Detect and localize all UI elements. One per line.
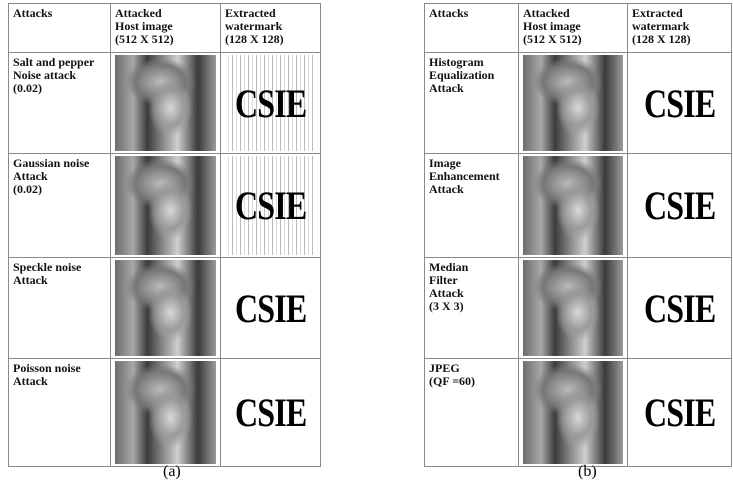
host-cell bbox=[519, 359, 628, 467]
host-image bbox=[115, 361, 216, 464]
host-image bbox=[523, 260, 623, 356]
attack-name: Speckle noise Attack bbox=[9, 258, 111, 359]
host-cell bbox=[111, 359, 221, 467]
watermark-cell: CSIE bbox=[628, 53, 732, 154]
watermark-text: CSIE bbox=[235, 406, 307, 419]
attack-row: Image Enhancement Attack CSIE bbox=[425, 154, 732, 258]
panel-caption: (a) bbox=[163, 463, 181, 481]
watermark-image: CSIE bbox=[225, 55, 316, 151]
host-image bbox=[115, 260, 216, 356]
watermark-cell: CSIE bbox=[628, 258, 732, 359]
watermark-cell: CSIE bbox=[221, 53, 321, 154]
panel-caption: (b) bbox=[578, 463, 597, 481]
host-image bbox=[115, 156, 216, 255]
page: AttacksAttacked Host image (512 X 512)Ex… bbox=[0, 0, 733, 487]
attack-row: Speckle noise Attack CSIE bbox=[9, 258, 321, 359]
attack-name: Poisson noise Attack bbox=[9, 359, 111, 467]
attack-row: Histogram Equalization Attack CSIE bbox=[425, 53, 732, 154]
host-cell bbox=[519, 258, 628, 359]
watermark-text: CSIE bbox=[644, 199, 716, 212]
watermark-image: CSIE bbox=[225, 156, 316, 255]
header-cell: Extracted watermark (128 X 128) bbox=[628, 4, 732, 53]
host-cell bbox=[111, 258, 221, 359]
host-image bbox=[523, 156, 623, 255]
watermark-text: CSIE bbox=[644, 406, 716, 419]
header-cell: Attacked Host image (512 X 512) bbox=[519, 4, 628, 53]
attack-name: JPEG (QF =60) bbox=[425, 359, 519, 467]
watermark-cell: CSIE bbox=[628, 154, 732, 258]
watermark-text: CSIE bbox=[644, 97, 716, 110]
watermark-cell: CSIE bbox=[628, 359, 732, 467]
watermark-cell: CSIE bbox=[221, 258, 321, 359]
header-cell: Attacked Host image (512 X 512) bbox=[111, 4, 221, 53]
host-cell bbox=[519, 53, 628, 154]
attack-name: Gaussian noise Attack (0.02) bbox=[9, 154, 111, 258]
attack-row: Gaussian noise Attack (0.02) CSIE bbox=[9, 154, 321, 258]
header-cell: Attacks bbox=[425, 4, 519, 53]
attack-row: Poisson noise Attack CSIE bbox=[9, 359, 321, 467]
host-cell bbox=[111, 53, 221, 154]
attack-row: Salt and pepper Noise attack (0.02) CSIE bbox=[9, 53, 321, 154]
header-cell: Attacks bbox=[9, 4, 111, 53]
watermark-text: CSIE bbox=[235, 302, 307, 315]
watermark-cell: CSIE bbox=[221, 359, 321, 467]
attack-row: Median Filter Attack (3 X 3) CSIE bbox=[425, 258, 732, 359]
watermark-image: CSIE bbox=[225, 260, 316, 356]
host-image bbox=[115, 55, 216, 151]
watermark-image: CSIE bbox=[632, 260, 727, 356]
attack-name: Salt and pepper Noise attack (0.02) bbox=[9, 53, 111, 154]
host-cell bbox=[519, 154, 628, 258]
attack-name: Histogram Equalization Attack bbox=[425, 53, 519, 154]
attack-name: Median Filter Attack (3 X 3) bbox=[425, 258, 519, 359]
watermark-image: CSIE bbox=[632, 156, 727, 255]
watermark-image: CSIE bbox=[225, 361, 316, 464]
host-image bbox=[523, 361, 623, 464]
header-cell: Extracted watermark (128 X 128) bbox=[221, 4, 321, 53]
watermark-image: CSIE bbox=[632, 361, 727, 464]
watermark-image: CSIE bbox=[632, 55, 727, 151]
watermark-text: CSIE bbox=[235, 97, 307, 110]
host-cell bbox=[111, 154, 221, 258]
attack-row: JPEG (QF =60) CSIE bbox=[425, 359, 732, 467]
attack-name: Image Enhancement Attack bbox=[425, 154, 519, 258]
watermark-text: CSIE bbox=[644, 302, 716, 315]
watermark-cell: CSIE bbox=[221, 154, 321, 258]
host-image bbox=[523, 55, 623, 151]
watermark-text: CSIE bbox=[235, 199, 307, 212]
